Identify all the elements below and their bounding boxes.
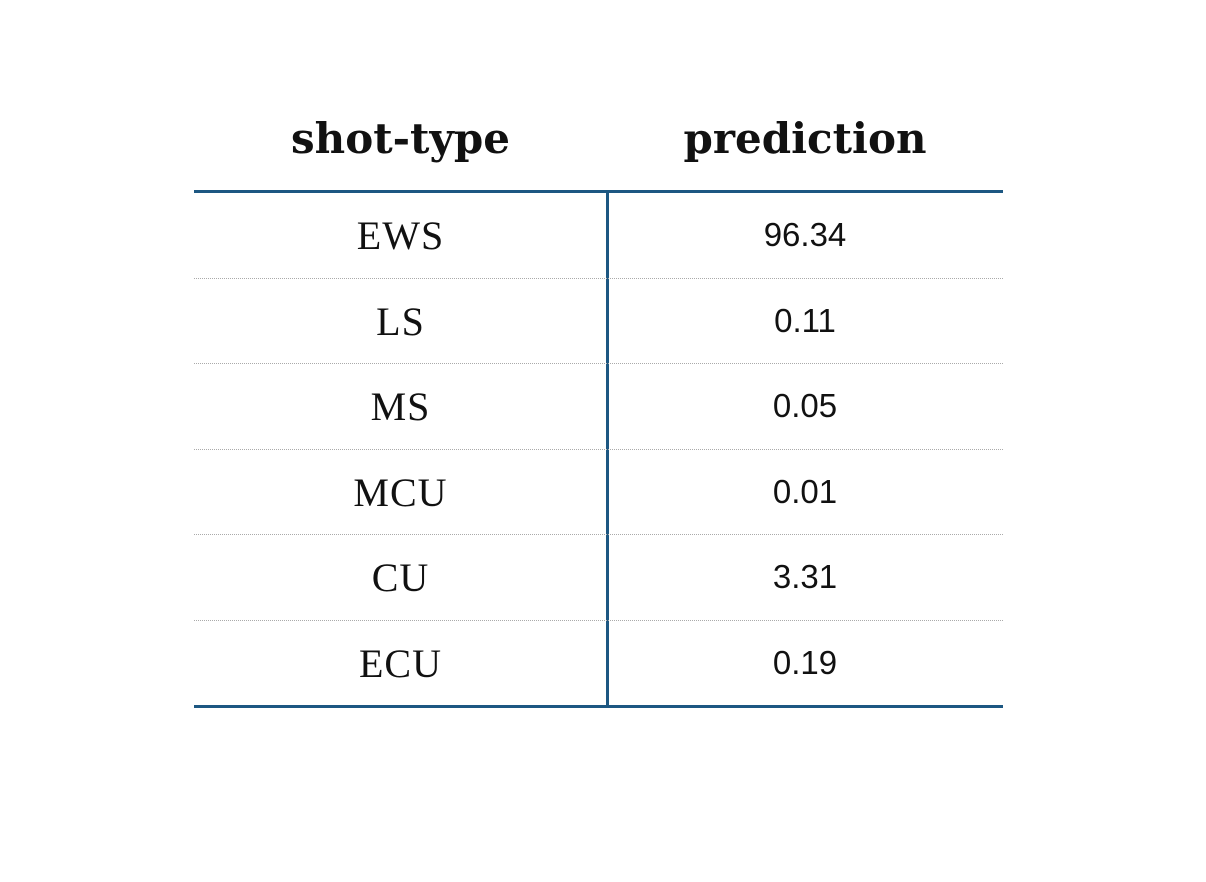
prediction-cell: 0.11	[774, 302, 836, 339]
column-header: prediction	[683, 113, 927, 163]
column-header: shot-type	[291, 113, 510, 163]
prediction-cell: 3.31	[772, 558, 838, 595]
row-separator	[194, 534, 1003, 535]
prediction-cell: 0.19	[772, 644, 838, 681]
shot-type-cell: MCU	[353, 469, 448, 515]
shot-type-cell: LS	[376, 298, 425, 344]
prediction-cell: 96.34	[763, 216, 847, 253]
shot-type-cell: CU	[371, 554, 430, 600]
row-separator	[194, 449, 1003, 450]
row-separator	[194, 363, 1003, 364]
shot-type-cell: EWS	[356, 212, 445, 258]
prediction-cell: 0.01	[772, 473, 838, 510]
row-separator	[194, 278, 1003, 279]
shot-type-cell: MS	[370, 383, 431, 429]
row-separator	[194, 620, 1003, 621]
header-rule	[194, 190, 1003, 193]
bottom-rule	[194, 705, 1003, 708]
shot-type-cell: ECU	[359, 640, 442, 686]
prediction-cell: 0.05	[772, 387, 838, 424]
